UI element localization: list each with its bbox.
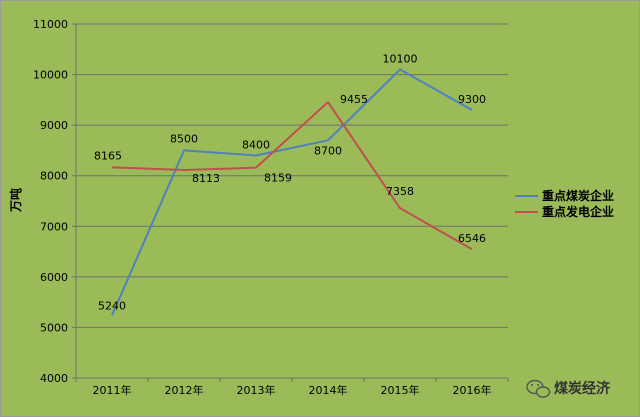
wechat-icon xyxy=(526,379,551,398)
y-tick-label: 10000 xyxy=(33,69,68,82)
x-tick-label: 2012年 xyxy=(165,383,204,397)
power-data-label: 9455 xyxy=(340,93,368,106)
x-tick-label: 2011年 xyxy=(93,383,132,397)
legend-label-coal: 重点煤炭企业 xyxy=(542,188,614,203)
power-data-label: 8159 xyxy=(264,172,292,185)
power-data-label: 7358 xyxy=(386,185,414,198)
y-tick-label: 4000 xyxy=(40,372,68,385)
power-series-line xyxy=(111,101,473,251)
coal-data-label: 8500 xyxy=(170,132,198,145)
x-tick-labels: 2011年 2012年 2013年 2014年 2015年 2016年 xyxy=(93,383,492,397)
x-tick-label: 2016年 xyxy=(453,383,492,397)
watermark-text: 煤炭经济 xyxy=(554,380,611,397)
y-tick-label: 9000 xyxy=(40,119,68,132)
x-tick-label: 2013年 xyxy=(237,383,276,397)
coal-data-label: 8400 xyxy=(242,138,270,151)
y-tick-label: 5000 xyxy=(40,321,68,334)
y-tick-label: 11000 xyxy=(33,18,68,31)
y-tick-labels: 4000 5000 6000 7000 8000 9000 10000 11000 xyxy=(33,18,68,385)
coal-data-label: 5240 xyxy=(98,299,126,312)
legend: 重点煤炭企业 重点发电企业 xyxy=(515,188,614,219)
x-tick-label: 2014年 xyxy=(309,383,348,397)
power-data-label: 6546 xyxy=(458,232,486,245)
coal-data-label: 10100 xyxy=(383,53,418,66)
legend-label-power: 重点发电企业 xyxy=(542,204,614,219)
watermark: 煤炭经济 xyxy=(526,379,611,398)
power-data-label: 8165 xyxy=(94,149,122,162)
y-tick-label: 6000 xyxy=(40,271,68,284)
data-labels: 5240 8500 8400 8700 10100 9300 8165 8113 8159 945… xyxy=(94,53,486,313)
series-lines xyxy=(111,68,473,316)
y-tick-label: 8000 xyxy=(40,170,68,183)
x-tick-label: 2015年 xyxy=(381,383,420,397)
y-axis-label: 万吨 xyxy=(8,188,23,213)
axes xyxy=(75,24,509,382)
coal-data-label: 9300 xyxy=(458,93,486,106)
coal-series-line xyxy=(111,68,473,316)
power-data-label: 8113 xyxy=(192,172,220,185)
y-tick-label: 7000 xyxy=(40,220,68,233)
coal-data-label: 8700 xyxy=(314,144,342,157)
